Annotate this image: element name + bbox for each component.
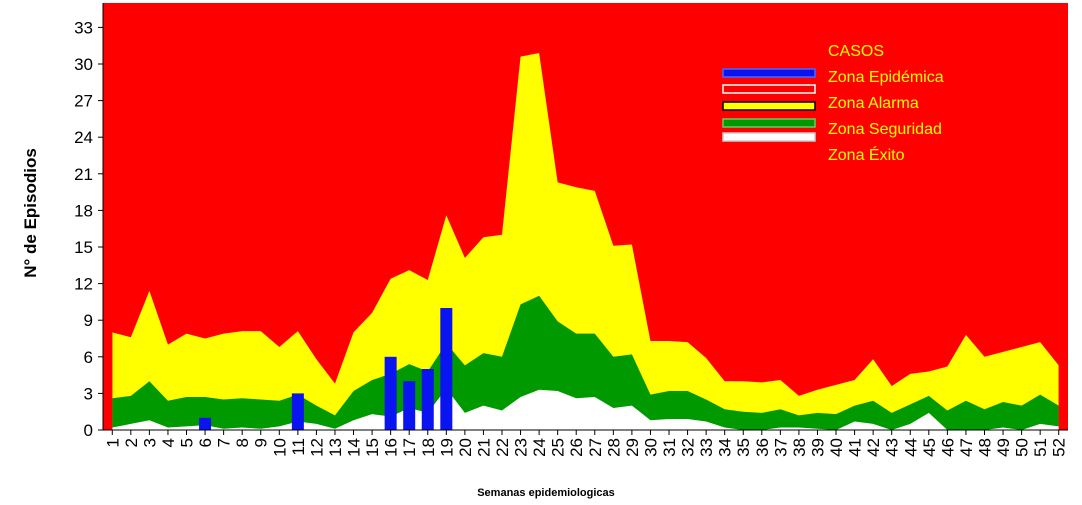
casos-bar [291, 393, 304, 430]
x-tick-label: 5 [178, 438, 197, 447]
legend-swatch-casos [722, 68, 816, 78]
x-tick-label: 25 [549, 438, 568, 457]
y-tick-label: 24 [74, 128, 93, 147]
y-tick-label: 33 [74, 18, 93, 37]
y-tick-label: 18 [74, 201, 93, 220]
plot-area [103, 3, 1068, 431]
x-tick-label: 31 [660, 438, 679, 457]
x-tick-label: 42 [864, 438, 883, 457]
x-tick-label: 38 [790, 438, 809, 457]
x-tick-label: 16 [382, 438, 401, 457]
x-tick-label: 8 [233, 438, 252, 447]
legend-title: CASOS [828, 43, 884, 60]
x-tick-label: 43 [883, 438, 902, 457]
x-tick-label: 15 [363, 438, 382, 457]
legend-swatch-alarma [722, 101, 816, 111]
x-tick-label: 22 [493, 438, 512, 457]
x-tick-label: 24 [530, 438, 549, 457]
x-tick-label: 23 [512, 438, 531, 457]
casos-bar [403, 381, 416, 430]
x-tick-label: 11 [289, 438, 308, 456]
x-tick-label: 35 [734, 438, 753, 457]
x-tick-label: 45 [920, 438, 939, 457]
y-tick-label: 0 [84, 421, 93, 440]
legend-entry: Zona Alarma [828, 95, 919, 112]
y-tick-label: 21 [74, 165, 93, 184]
casos-bar [199, 417, 212, 430]
x-tick-label: 18 [419, 438, 438, 457]
x-tick-label: 3 [140, 438, 159, 447]
x-tick-label: 40 [827, 438, 846, 457]
y-tick-label: 6 [84, 348, 93, 367]
x-tick-label: 17 [400, 438, 419, 457]
casos-bar [384, 356, 397, 430]
plot-left-margin [103, 3, 113, 430]
legend-entry: Zona Seguridad [828, 121, 942, 138]
x-tick-label: 7 [215, 438, 234, 447]
y-axis-title: N° de Episodios [21, 148, 40, 278]
x-tick-label: 50 [1013, 438, 1032, 457]
x-tick-label: 46 [938, 438, 957, 457]
x-tick-label: 14 [345, 438, 364, 457]
x-tick-label: 49 [994, 438, 1013, 457]
y-tick-label: 9 [84, 311, 93, 330]
x-tick-label: 9 [252, 438, 271, 447]
x-tick-label: 21 [474, 438, 493, 457]
x-tick-label: 12 [307, 438, 326, 457]
x-tick-label: 27 [586, 438, 605, 457]
legend-entry: Zona Epidémica [828, 69, 944, 86]
x-tick-label: 28 [604, 438, 623, 457]
y-tick-label: 30 [74, 55, 93, 74]
legend-entry: Zona Éxito [828, 145, 905, 164]
cases-bars [199, 308, 453, 430]
y-tick-label: 12 [74, 275, 93, 294]
x-tick-label: 39 [808, 438, 827, 457]
casos-bar [421, 369, 434, 430]
x-tick-label: 29 [623, 438, 642, 457]
x-axis-title: Semanas epidemiologicas [477, 487, 615, 499]
legend-swatch-exito [722, 132, 816, 142]
x-tick-label: 52 [1050, 438, 1069, 457]
zona-alarma-area [112, 53, 1059, 431]
x-tick-label: 1 [103, 438, 122, 447]
zona-exito-area [112, 388, 1059, 430]
x-tick-label: 2 [122, 438, 141, 447]
x-tick-label: 33 [697, 438, 716, 457]
y-tick-label: 3 [84, 384, 93, 403]
x-tick-label: 20 [456, 438, 475, 457]
legend-swatch-epidemica [722, 84, 816, 94]
x-tick-label: 6 [196, 438, 215, 447]
x-tick-label: 44 [901, 438, 920, 457]
plot-right-margin [1058, 3, 1068, 430]
legend: CASOS Zona Epidémica Zona Alarma Zona Segur… [722, 43, 944, 164]
casos-bar [440, 308, 453, 430]
x-tick-label: 34 [716, 438, 735, 457]
x-tick-label: 30 [641, 438, 660, 457]
x-tick-label: 47 [957, 438, 976, 457]
legend-swatch-seguridad [722, 118, 816, 128]
x-tick-label: 19 [437, 438, 456, 457]
x-tick-label: 13 [326, 438, 345, 457]
x-tick-label: 4 [159, 438, 178, 447]
x-tick-label: 37 [771, 438, 790, 457]
y-tick-label: 27 [74, 92, 93, 111]
x-tick-label: 26 [567, 438, 586, 457]
x-tick-label: 32 [679, 438, 698, 457]
x-tick-label: 41 [846, 438, 865, 457]
x-tick-label: 10 [270, 438, 289, 457]
zona-seguridad-area [112, 295, 1059, 430]
x-tick-label: 36 [753, 438, 772, 457]
x-tick-label: 51 [1031, 438, 1050, 457]
x-tick-label: 48 [975, 438, 994, 457]
y-tick-label: 15 [74, 238, 93, 257]
